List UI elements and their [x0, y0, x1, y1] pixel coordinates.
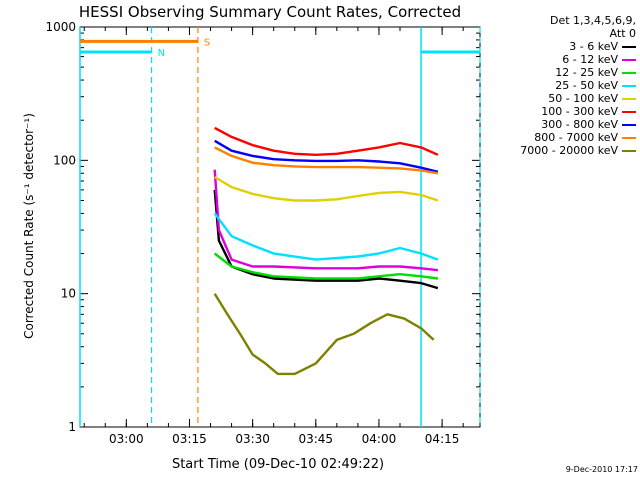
axes: 1 10 100 1000 03:00 03:15 03:30 03:45 04:00 04:15 — [45, 20, 481, 446]
legend-label: 12 - 25 keV — [555, 66, 618, 79]
period-bar-label-N: N — [158, 48, 165, 59]
legend-swatch — [622, 85, 636, 87]
x-tick-label: 03:30 — [235, 432, 270, 446]
series-line-7 — [214, 139, 439, 173]
legend-item: 800 - 7000 keV — [486, 131, 636, 144]
x-tick-label: 03:15 — [172, 432, 207, 446]
legend-swatch — [622, 46, 636, 48]
series-line-5 — [214, 175, 439, 202]
series-line-8 — [214, 146, 439, 175]
legend-swatch — [622, 111, 636, 113]
plot-frame — [79, 26, 481, 428]
legend-label: 100 - 300 keV — [541, 105, 618, 118]
chart-marks: NS — [79, 27, 481, 427]
legend-item: 3 - 6 keV — [486, 40, 636, 53]
y-tick-label: 1 — [68, 420, 76, 434]
legend-swatch — [622, 98, 636, 100]
legend-header-line2: Att 0 — [609, 27, 636, 40]
x-tick-label: 03:00 — [109, 432, 144, 446]
legend-swatch — [622, 137, 636, 139]
legend-item: 6 - 12 keV — [486, 53, 636, 66]
legend: Det 1,3,4,5,6,9, Att 0 3 - 6 keV 6 - 12 k… — [486, 14, 636, 157]
series-line-6 — [214, 126, 439, 157]
series-line-2 — [213, 169, 439, 272]
legend-item: 50 - 100 keV — [486, 92, 636, 105]
legend-label: 50 - 100 keV — [548, 92, 618, 105]
y-tick-label: 10 — [61, 287, 76, 301]
legend-item: 25 - 50 keV — [486, 79, 636, 92]
legend-label: 25 - 50 keV — [555, 79, 618, 92]
y-axis-label: Corrected Count Rate (s⁻¹ detector⁻¹) — [22, 113, 36, 339]
series-line-9 — [213, 293, 435, 376]
legend-swatch — [622, 124, 636, 126]
legend-item: 100 - 300 keV — [486, 105, 636, 118]
legend-swatch — [622, 150, 636, 152]
x-axis-label: Start Time (09-Dec-10 02:49:22) — [172, 457, 384, 472]
x-tick-label: 03:45 — [298, 432, 333, 446]
legend-item: 7000 - 20000 keV — [486, 144, 636, 157]
legend-swatch — [622, 72, 636, 74]
legend-label: 7000 - 20000 keV — [520, 144, 618, 157]
series-line-3 — [213, 252, 439, 280]
y-tick-label: 100 — [53, 153, 76, 167]
series-line-4 — [213, 212, 439, 261]
legend-label: 6 - 12 keV — [562, 53, 618, 66]
chart-title: HESSI Observing Summary Count Rates, Cor… — [79, 3, 461, 21]
series-line-1 — [213, 189, 439, 290]
x-tick-label: 04:15 — [425, 432, 460, 446]
x-tick-label: 04:00 — [362, 432, 397, 446]
y-tick-label: 1000 — [45, 20, 76, 34]
legend-label: 3 - 6 keV — [569, 40, 618, 53]
legend-swatch — [622, 59, 636, 61]
timestamp: 9-Dec-2010 17:17 — [565, 465, 638, 474]
period-bar-label-S: S — [204, 37, 210, 48]
legend-label: 800 - 7000 keV — [534, 131, 618, 144]
legend-item: 12 - 25 keV — [486, 66, 636, 79]
legend-item: 300 - 800 keV — [486, 118, 636, 131]
legend-header-line1: Det 1,3,4,5,6,9, — [549, 14, 636, 27]
legend-label: 300 - 800 keV — [541, 118, 618, 131]
